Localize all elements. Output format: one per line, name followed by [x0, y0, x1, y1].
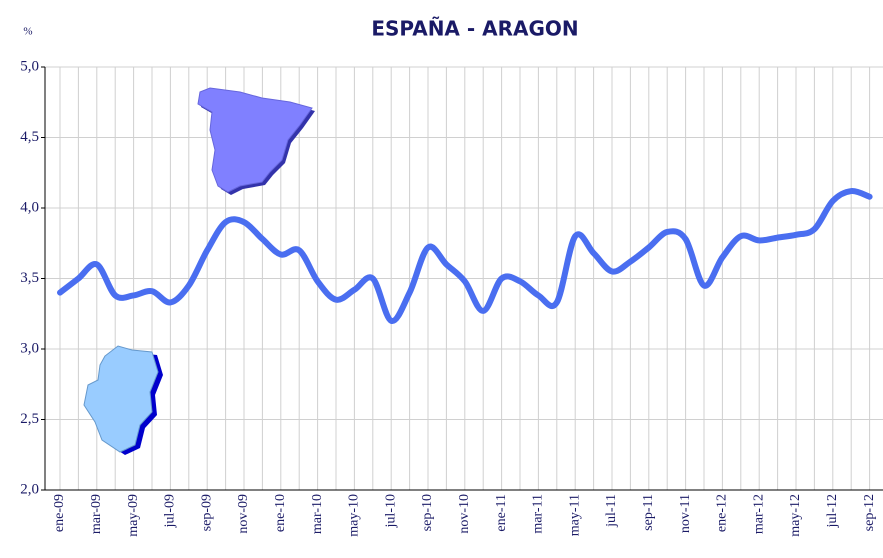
x-tick-label: ene-09: [52, 494, 67, 532]
x-tick-label: mar-11: [531, 494, 546, 534]
y-tick-label: 2,5: [20, 411, 39, 427]
y-tick-label: 3,0: [20, 340, 39, 356]
x-tick-label: jul-10: [383, 494, 398, 528]
x-tick-label: may-10: [347, 494, 362, 537]
x-tick-label: mar-09: [89, 494, 104, 534]
x-tick-label: ene-11: [494, 494, 509, 532]
x-tick-label: sep-09: [199, 494, 214, 531]
x-tick-label: jul-12: [825, 494, 840, 528]
y-tick-label: 3,5: [20, 270, 39, 286]
x-tick-label: mar-10: [310, 494, 325, 534]
y-tick-label: 4,5: [20, 129, 39, 145]
x-tick-label: ene-10: [273, 494, 288, 532]
x-tick-label: nov-09: [236, 494, 251, 534]
x-tick-label: sep-11: [641, 494, 656, 531]
x-tick-label: nov-10: [457, 494, 472, 534]
x-tick-label: ene-12: [715, 494, 730, 532]
x-tick-label: sep-10: [420, 494, 435, 531]
aragon-map: [83, 345, 163, 455]
x-tick-label: sep-12: [862, 494, 877, 531]
y-tick-label: 2,0: [20, 481, 39, 497]
x-tick-label: may-12: [788, 494, 803, 537]
chart-title: ESPAÑA - ARAGON: [371, 17, 578, 41]
x-tick-label: may-11: [567, 494, 582, 536]
y-tick-label: 4,0: [20, 199, 39, 215]
spain-map: [197, 87, 315, 195]
data-line: [57, 188, 873, 324]
x-tick-label: may-09: [126, 494, 141, 537]
x-tick-label: mar-12: [751, 494, 766, 534]
x-tick-label: nov-11: [678, 494, 693, 533]
x-tick-label: jul-11: [604, 494, 619, 528]
y-axis-label: %: [23, 26, 32, 38]
x-tick-label: jul-09: [163, 494, 178, 528]
y-tick-label: 5,0: [20, 58, 39, 74]
